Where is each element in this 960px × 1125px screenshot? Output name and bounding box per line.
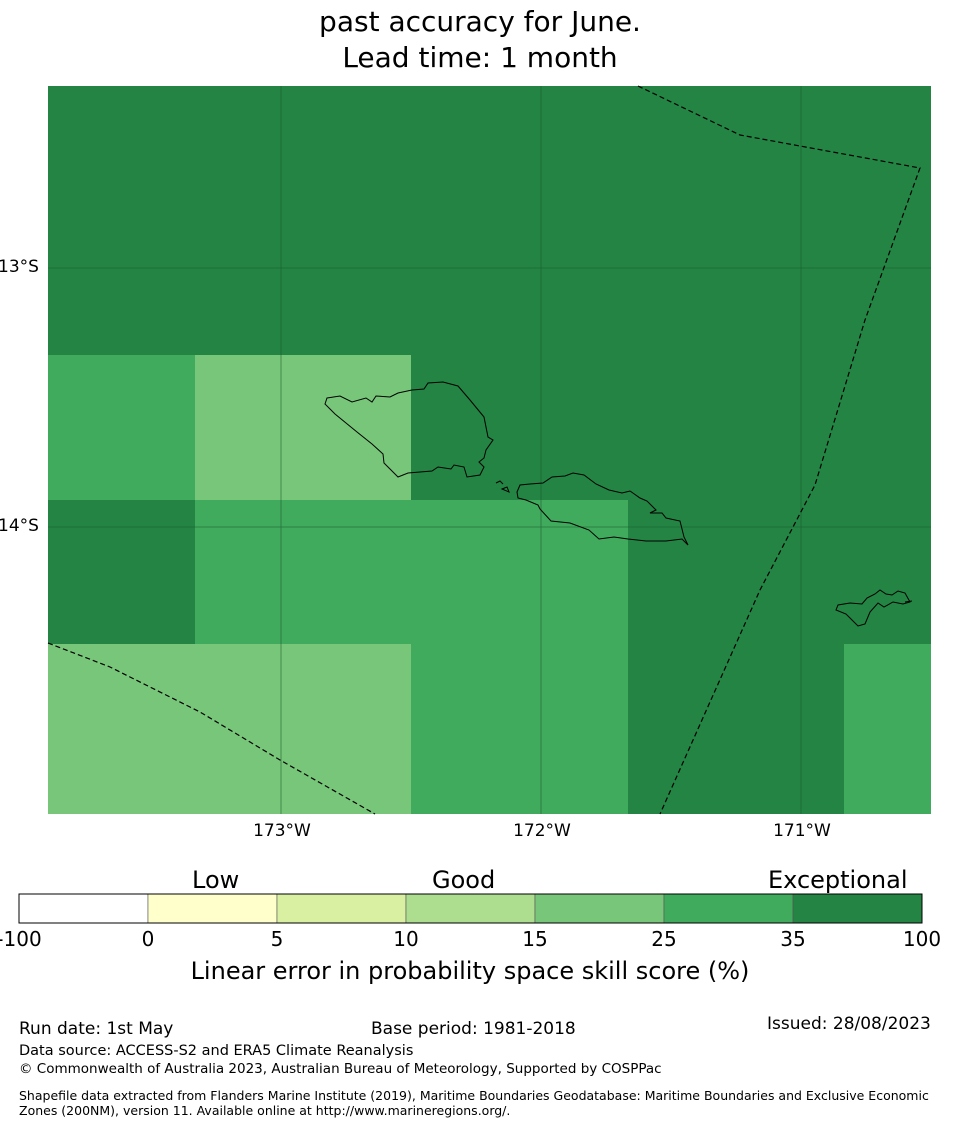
data-source: Data source: ACCESS-S2 and ERA5 Climate … (19, 1043, 414, 1059)
shapefile-credit: Shapefile data extracted from Flanders M… (19, 1088, 929, 1118)
cell-low-bottom-left (48, 644, 411, 814)
cell-high-right-middle (628, 500, 931, 644)
savaii-coastline (324, 381, 494, 478)
lon-label-173w: 173°W (253, 821, 311, 841)
cell-mid-left-upper (48, 355, 195, 500)
tutuila-coastline (835, 589, 911, 627)
graticule (48, 86, 931, 814)
map-title-line-1: past accuracy for June. (319, 5, 641, 38)
lon-label-171w: 171°W (773, 821, 831, 841)
colorbar-tick-15: 15 (522, 927, 548, 951)
cell-mid-bottom-right (844, 644, 931, 814)
issued-date: Issued: 28/08/2023 (767, 1014, 931, 1034)
lon-label-172w: 172°W (513, 821, 571, 841)
manono-islet (495, 480, 504, 485)
lat-label-13s: 13°S (0, 257, 39, 277)
skill-grid-cells (48, 86, 931, 814)
colorbar-tick-5: 5 (270, 927, 284, 951)
apolima-islet (500, 486, 510, 493)
cell-high-bottom-right (628, 644, 844, 814)
colorbar-tick-10: 10 (393, 927, 419, 951)
copyright-notice: © Commonwealth of Australia 2023, Austra… (19, 1061, 662, 1077)
run-date: Run date: 1st May (19, 1019, 174, 1039)
cell-mid-bottom (411, 644, 628, 814)
map-title-line-2: Lead time: 1 month (342, 41, 618, 74)
eez-boundary-east (637, 85, 921, 815)
eez-boundary-southwest (47, 642, 376, 815)
legend-category-good: Good (432, 866, 496, 894)
colorbar-tick-100: 100 (902, 927, 942, 951)
colorbar-tick-minus100: -100 (0, 927, 42, 951)
colorbar-tick-0: 0 (141, 927, 155, 951)
cell-high-left-middle (48, 500, 195, 644)
base-period: Base period: 1981-2018 (371, 1019, 576, 1039)
cell-high-top (48, 86, 931, 355)
colorbar-tick-25: 25 (651, 927, 677, 951)
coastlines (324, 381, 913, 627)
legend-category-low: Low (192, 866, 240, 894)
colorbar-tick-35: 35 (780, 927, 806, 951)
lat-label-14s: 14°S (0, 516, 39, 536)
colorbar-title: Linear error in probability space skill … (190, 957, 750, 985)
tutuila-east-islet (904, 600, 913, 603)
legend-category-exceptional: Exceptional (768, 866, 908, 894)
cell-mid-center (195, 500, 628, 644)
cell-high-upper-right (411, 355, 931, 500)
eez-boundaries (47, 85, 921, 815)
cell-low-upper (195, 355, 411, 500)
upolu-coastline (516, 472, 689, 546)
